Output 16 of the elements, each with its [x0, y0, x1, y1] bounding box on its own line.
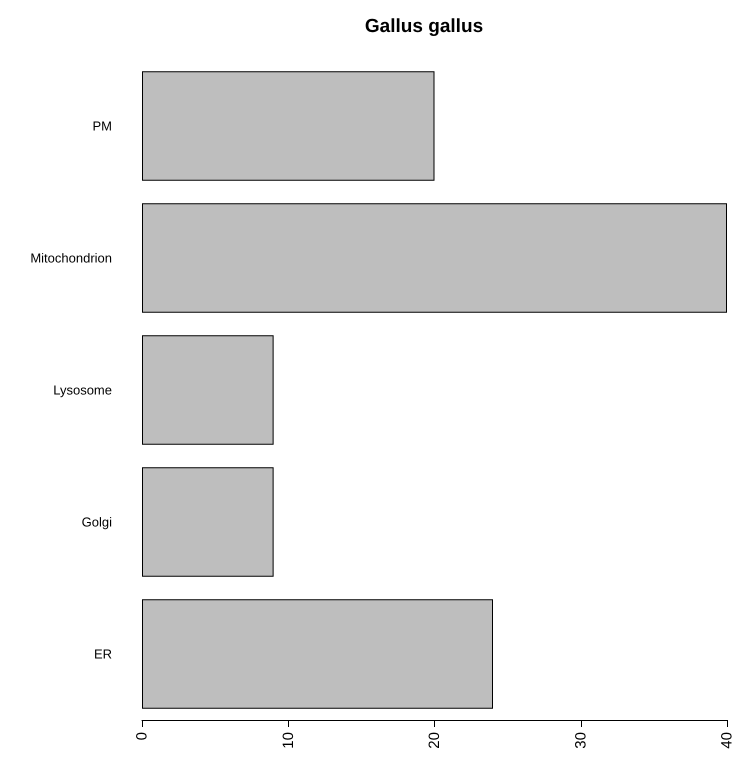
bar — [142, 71, 434, 181]
bar — [142, 599, 493, 709]
bar — [142, 335, 274, 445]
y-tick-label: Golgi — [82, 514, 112, 530]
x-tick-label: 0 — [134, 732, 150, 740]
x-tick-label: 10 — [280, 732, 297, 749]
x-tick-label: 40 — [718, 732, 736, 749]
x-tick-label: 30 — [572, 732, 590, 749]
bar — [142, 203, 727, 313]
bar — [142, 467, 274, 577]
chart-title: Gallus gallus — [364, 16, 484, 37]
y-tick-label: PM — [92, 118, 112, 134]
y-tick-label: ER — [94, 646, 112, 662]
y-tick-label: Lysosome — [53, 382, 112, 398]
y-tick-label: Mitochondrion — [30, 250, 112, 266]
x-tick-label: 20 — [426, 732, 443, 749]
